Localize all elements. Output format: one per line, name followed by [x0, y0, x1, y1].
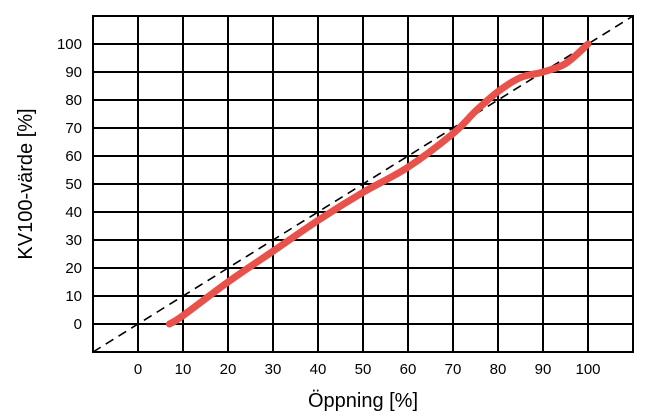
- grid: [93, 16, 633, 352]
- y-tick-label: 20: [65, 260, 82, 277]
- y-tick-label: 10: [65, 288, 82, 305]
- y-tick-label: 30: [65, 232, 82, 249]
- y-tick-label: 60: [65, 148, 82, 165]
- x-tick-label: 80: [490, 361, 507, 378]
- data-curve: [166, 40, 592, 328]
- y-tick-label: 100: [57, 36, 82, 53]
- y-tick-label: 90: [65, 64, 82, 81]
- y-tick-labels: 0 10 20 30 40 50 60 70 80 90 100: [57, 36, 82, 333]
- y-tick-label: 70: [65, 120, 82, 137]
- y-tick-label: 80: [65, 92, 82, 109]
- y-tick-label: 50: [65, 176, 82, 193]
- x-tick-label: 0: [134, 361, 142, 378]
- x-tick-label: 30: [265, 361, 282, 378]
- x-tick-labels: 0 10 20 30 40 50 60 70 80 90 100: [134, 361, 601, 378]
- plot-frame: [92, 15, 634, 353]
- x-tick-label: 60: [400, 361, 417, 378]
- y-axis-label: KV100-värde [%]: [15, 108, 37, 259]
- x-tick-label: 100: [575, 361, 600, 378]
- series-group: [92, 15, 634, 353]
- x-axis-label: Öppning [%]: [308, 390, 418, 412]
- x-tick-label: 10: [175, 361, 192, 378]
- x-tick-label: 90: [535, 361, 552, 378]
- x-tick-label: 50: [355, 361, 372, 378]
- x-tick-label: 70: [445, 361, 462, 378]
- x-tick-label: 40: [310, 361, 327, 378]
- x-tick-label: 20: [220, 361, 237, 378]
- y-tick-label: 40: [65, 204, 82, 221]
- y-tick-label: 0: [74, 316, 82, 333]
